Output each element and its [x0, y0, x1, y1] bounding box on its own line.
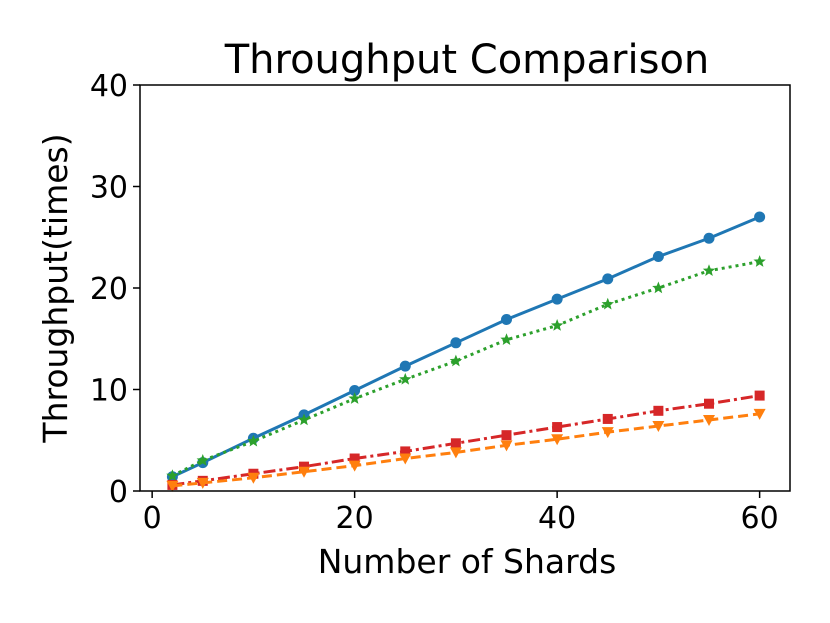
- series-4-point: [196, 477, 209, 489]
- series-2-point: [702, 264, 716, 276]
- y-tick-label: 0: [109, 475, 128, 510]
- series-4-point: [753, 408, 766, 420]
- series-2-point: [449, 354, 463, 367]
- y-tick-label: 40: [90, 69, 128, 104]
- series-2-point: [753, 255, 766, 267]
- series-1-point: [652, 251, 664, 263]
- series-4: [166, 408, 766, 492]
- plot-background: [140, 85, 790, 491]
- series-4-point: [449, 447, 462, 459]
- y-tick-label: 10: [90, 374, 128, 409]
- x-axis-label: Number of Shards: [318, 542, 617, 581]
- series-2-point: [399, 372, 412, 385]
- series-1-point: [703, 232, 715, 244]
- x-tick-label: 20: [336, 501, 374, 536]
- x-tick-label: 40: [538, 501, 576, 536]
- series-2-point: [196, 454, 209, 466]
- y-axis-label: Throughput(times): [36, 133, 75, 443]
- series-1-point: [754, 211, 766, 223]
- series-3-point: [501, 430, 512, 441]
- series-3-point: [349, 453, 360, 464]
- y-tick-label: 30: [90, 171, 128, 206]
- plot-area: [140, 85, 790, 491]
- series-3-point: [653, 405, 664, 416]
- series-4-point: [166, 480, 179, 492]
- series-2-point: [348, 392, 361, 404]
- series-4-point: [601, 427, 614, 439]
- series-2-point: [297, 413, 311, 426]
- series-4-point: [551, 434, 564, 446]
- axes-layer: 0 20 40 60 0 10 20 30 40: [90, 69, 791, 536]
- series-1-point: [501, 313, 513, 325]
- series-2-point: [500, 333, 513, 346]
- series-4-point: [652, 421, 665, 433]
- series-2-point: [601, 297, 614, 310]
- series-1-point: [602, 273, 614, 285]
- series-4-point: [500, 440, 513, 452]
- series-2: [166, 255, 766, 482]
- series-4-point: [348, 460, 361, 472]
- series-1-point: [349, 385, 361, 397]
- chart-title: Throughput Comparison: [224, 37, 710, 83]
- y-tick-label: 20: [90, 272, 128, 307]
- series-1-point: [551, 293, 563, 305]
- series-1-point: [399, 360, 411, 372]
- series-2-point: [166, 469, 179, 482]
- x-tick-label: 60: [741, 501, 779, 536]
- series-4-point: [247, 472, 260, 484]
- series-2-point: [247, 434, 260, 447]
- series-layer: [166, 211, 766, 492]
- series-2-point: [550, 319, 564, 331]
- x-tick-label: 0: [143, 501, 162, 536]
- series-2-point: [652, 281, 665, 294]
- series-3-point: [602, 413, 613, 424]
- series-3-point: [400, 446, 411, 457]
- series-4-point: [399, 453, 412, 465]
- series-3-point: [704, 398, 715, 409]
- series-3-point: [552, 422, 563, 433]
- series-3-point: [754, 390, 765, 401]
- series-4-point: [298, 466, 311, 478]
- series-4-point: [703, 414, 716, 426]
- series-1-point: [450, 337, 462, 349]
- series-3-point: [450, 438, 461, 449]
- series-3-point: [299, 461, 310, 472]
